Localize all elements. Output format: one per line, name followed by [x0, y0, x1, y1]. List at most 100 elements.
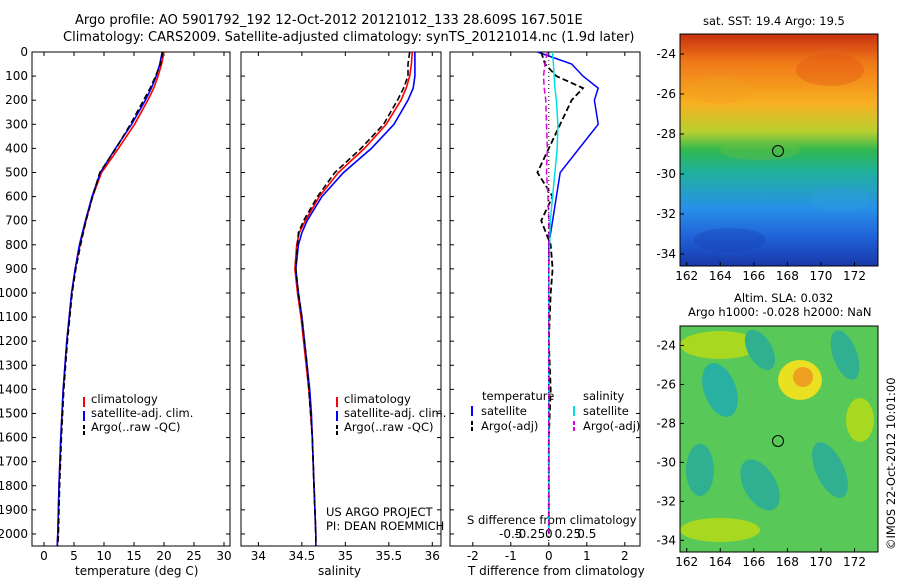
sal-x-axis: 34 34.5 35 35.5 36: [251, 52, 440, 563]
depth-tick-label: 0: [20, 45, 28, 59]
sal-xlabel: salinity: [318, 564, 361, 578]
temp-xtick-label: 25: [186, 549, 201, 563]
sst_map-xtick-label: 166: [742, 269, 765, 283]
depth-tick-label: 1200: [0, 334, 28, 348]
sal-legend-argo: Argo(..raw -QC): [344, 420, 434, 434]
temp-xtick-label: 15: [126, 549, 141, 563]
sst_map-ytick-label: -28: [656, 127, 676, 141]
temp-panel-frame: [31, 51, 231, 547]
sst-map-texture: [690, 54, 870, 252]
sst-map-y-axis: -24 -26 -28 -30 -32 -34 162 164 166 168 170 172: [656, 47, 866, 283]
depth-tick-label: 1600: [0, 431, 28, 445]
diff-series-1: [536, 51, 585, 534]
sst_map-xtick-label: 172: [843, 269, 866, 283]
sst_map-xtick-label: 162: [675, 269, 698, 283]
diff-legend-targo: Argo(-adj): [481, 419, 538, 433]
credit-pi: PI: DEAN ROEMMICH: [326, 519, 444, 533]
diff-legend-head-t: temperature: [482, 389, 554, 403]
depth-axis: 0 100 200 300 400 500 600 700 800 900 1000 1100 1200…: [0, 45, 640, 541]
depth-tick-label: 2000: [0, 527, 28, 541]
temp-legend-argo: Argo(..raw -QC): [91, 420, 181, 434]
sla_map-ytick-label: -32: [656, 494, 676, 508]
diff-xtick-label: -1: [505, 549, 517, 563]
sst-map-marker: [772, 145, 784, 157]
sla_map-xtick-label: 162: [675, 555, 698, 569]
temp-xtick-label: 30: [216, 549, 231, 563]
depth-tick-label: 700: [5, 214, 28, 228]
s-diff-tick-label: -0.5: [499, 527, 522, 541]
s-diff-axis: -0.5-0.25 0 0.250.5: [499, 527, 596, 541]
sst-map-field: [680, 34, 878, 266]
sal-series-2: [294, 51, 411, 546]
sst_map-ytick-label: -34: [656, 247, 676, 261]
diff-xlabel: T difference from climatology: [467, 564, 645, 578]
temp-xtick-label: 0: [40, 549, 48, 563]
sst_map-ytick-label: -30: [656, 167, 676, 181]
sst_map-xtick-label: 164: [709, 269, 732, 283]
sla_map-ytick-label: -24: [656, 338, 676, 352]
s-diff-tick-label: -0.25: [514, 527, 545, 541]
depth-tick-label: 1700: [0, 455, 28, 469]
diff-legend-ssat: satellite: [583, 404, 629, 418]
sla_map-xtick-label: 172: [843, 555, 866, 569]
depth-tick-label: 1100: [0, 310, 28, 324]
depth-tick-label: 1500: [0, 406, 28, 420]
sst_map-ytick-label: -24: [656, 47, 676, 61]
credit-project: US ARGO PROJECT: [326, 505, 434, 519]
sla_map-ytick-label: -26: [656, 377, 676, 391]
depth-tick-label: 1900: [0, 503, 28, 517]
sla-map-frame: [679, 325, 879, 553]
header-line-1: Argo profile: AO 5901792_192 12-Oct-2012…: [75, 13, 583, 28]
sst_map-ytick-label: -26: [656, 87, 676, 101]
diff-xtick-label: 2: [621, 549, 629, 563]
temp-xtick-label: 10: [96, 549, 111, 563]
temp-series-2: [57, 51, 164, 547]
sal-legend-clim: climatology: [344, 392, 411, 406]
sla_map-xtick-label: 164: [709, 555, 732, 569]
imos-side-label: ©IMOS 22-Oct-2012 10:01:00: [884, 377, 898, 550]
sst-map-title: sat. SST: 19.4 Argo: 19.5: [703, 14, 845, 28]
depth-tick-label: 800: [5, 238, 28, 252]
temp-legend-clim: climatology: [91, 392, 158, 406]
depth-tick-label: 1000: [0, 286, 28, 300]
depth-tick-label: 1400: [0, 382, 28, 396]
sla-map-title-1: Altim. SLA: 0.032: [734, 291, 833, 305]
sst_map-ytick-label: -32: [656, 207, 676, 221]
sla-map-title-2: Argo h1000: -0.028 h2000: NaN: [688, 305, 872, 319]
sst_map-xtick-label: 168: [776, 269, 799, 283]
sla_map-xtick-label: 170: [809, 555, 832, 569]
depth-tick-label: 900: [5, 262, 28, 276]
sla-map-marker: [772, 435, 784, 447]
depth-tick-label: 600: [5, 190, 28, 204]
header-line-2: Climatology: CARS2009. Satellite-adjuste…: [63, 30, 635, 45]
sla_map-xtick-label: 166: [742, 555, 765, 569]
sla-map-y-axis: -24 -26 -28 -30 -32 -34 162 164 166 168 170 172: [656, 338, 866, 569]
diff-panel-frame: [449, 51, 641, 547]
sla-map-texture: [680, 330, 874, 542]
temp-xtick-label: 5: [70, 549, 78, 563]
diff-xtick-label: -2: [467, 549, 479, 563]
depth-tick-label: 300: [5, 117, 28, 131]
sla_map-ytick-label: -30: [656, 455, 676, 469]
diff-legend-sargo: Argo(-adj): [583, 419, 640, 433]
sla_map-xtick-label: 168: [776, 555, 799, 569]
sal-xtick-label: 34.5: [289, 549, 316, 563]
diff-xtick-label: 1: [583, 549, 591, 563]
sal-legend-sat: satellite-adj. clim.: [344, 406, 446, 420]
sal-xtick-label: 35.5: [375, 549, 402, 563]
depth-tick-label: 200: [5, 93, 28, 107]
sla_map-ytick-label: -34: [656, 533, 676, 547]
s-diff-label: S difference from climatology: [467, 513, 637, 527]
depth-tick-label: 1800: [0, 479, 28, 493]
depth-tick-label: 500: [5, 165, 28, 179]
sal-legend: climatology satellite-adj. clim. Argo(..…: [336, 392, 446, 435]
depth-tick-label: 100: [5, 69, 28, 83]
temp-xtick-label: 20: [156, 549, 171, 563]
diff-legend-tsat: satellite: [481, 404, 527, 418]
diff-xtick-label: 0: [545, 549, 553, 563]
sal-xtick-label: 35: [338, 549, 353, 563]
temp-legend: climatology satellite-adj. clim. Argo(..…: [83, 392, 193, 435]
s-diff-tick-label: 0.25: [554, 527, 581, 541]
sst-map-frame: [679, 33, 879, 267]
